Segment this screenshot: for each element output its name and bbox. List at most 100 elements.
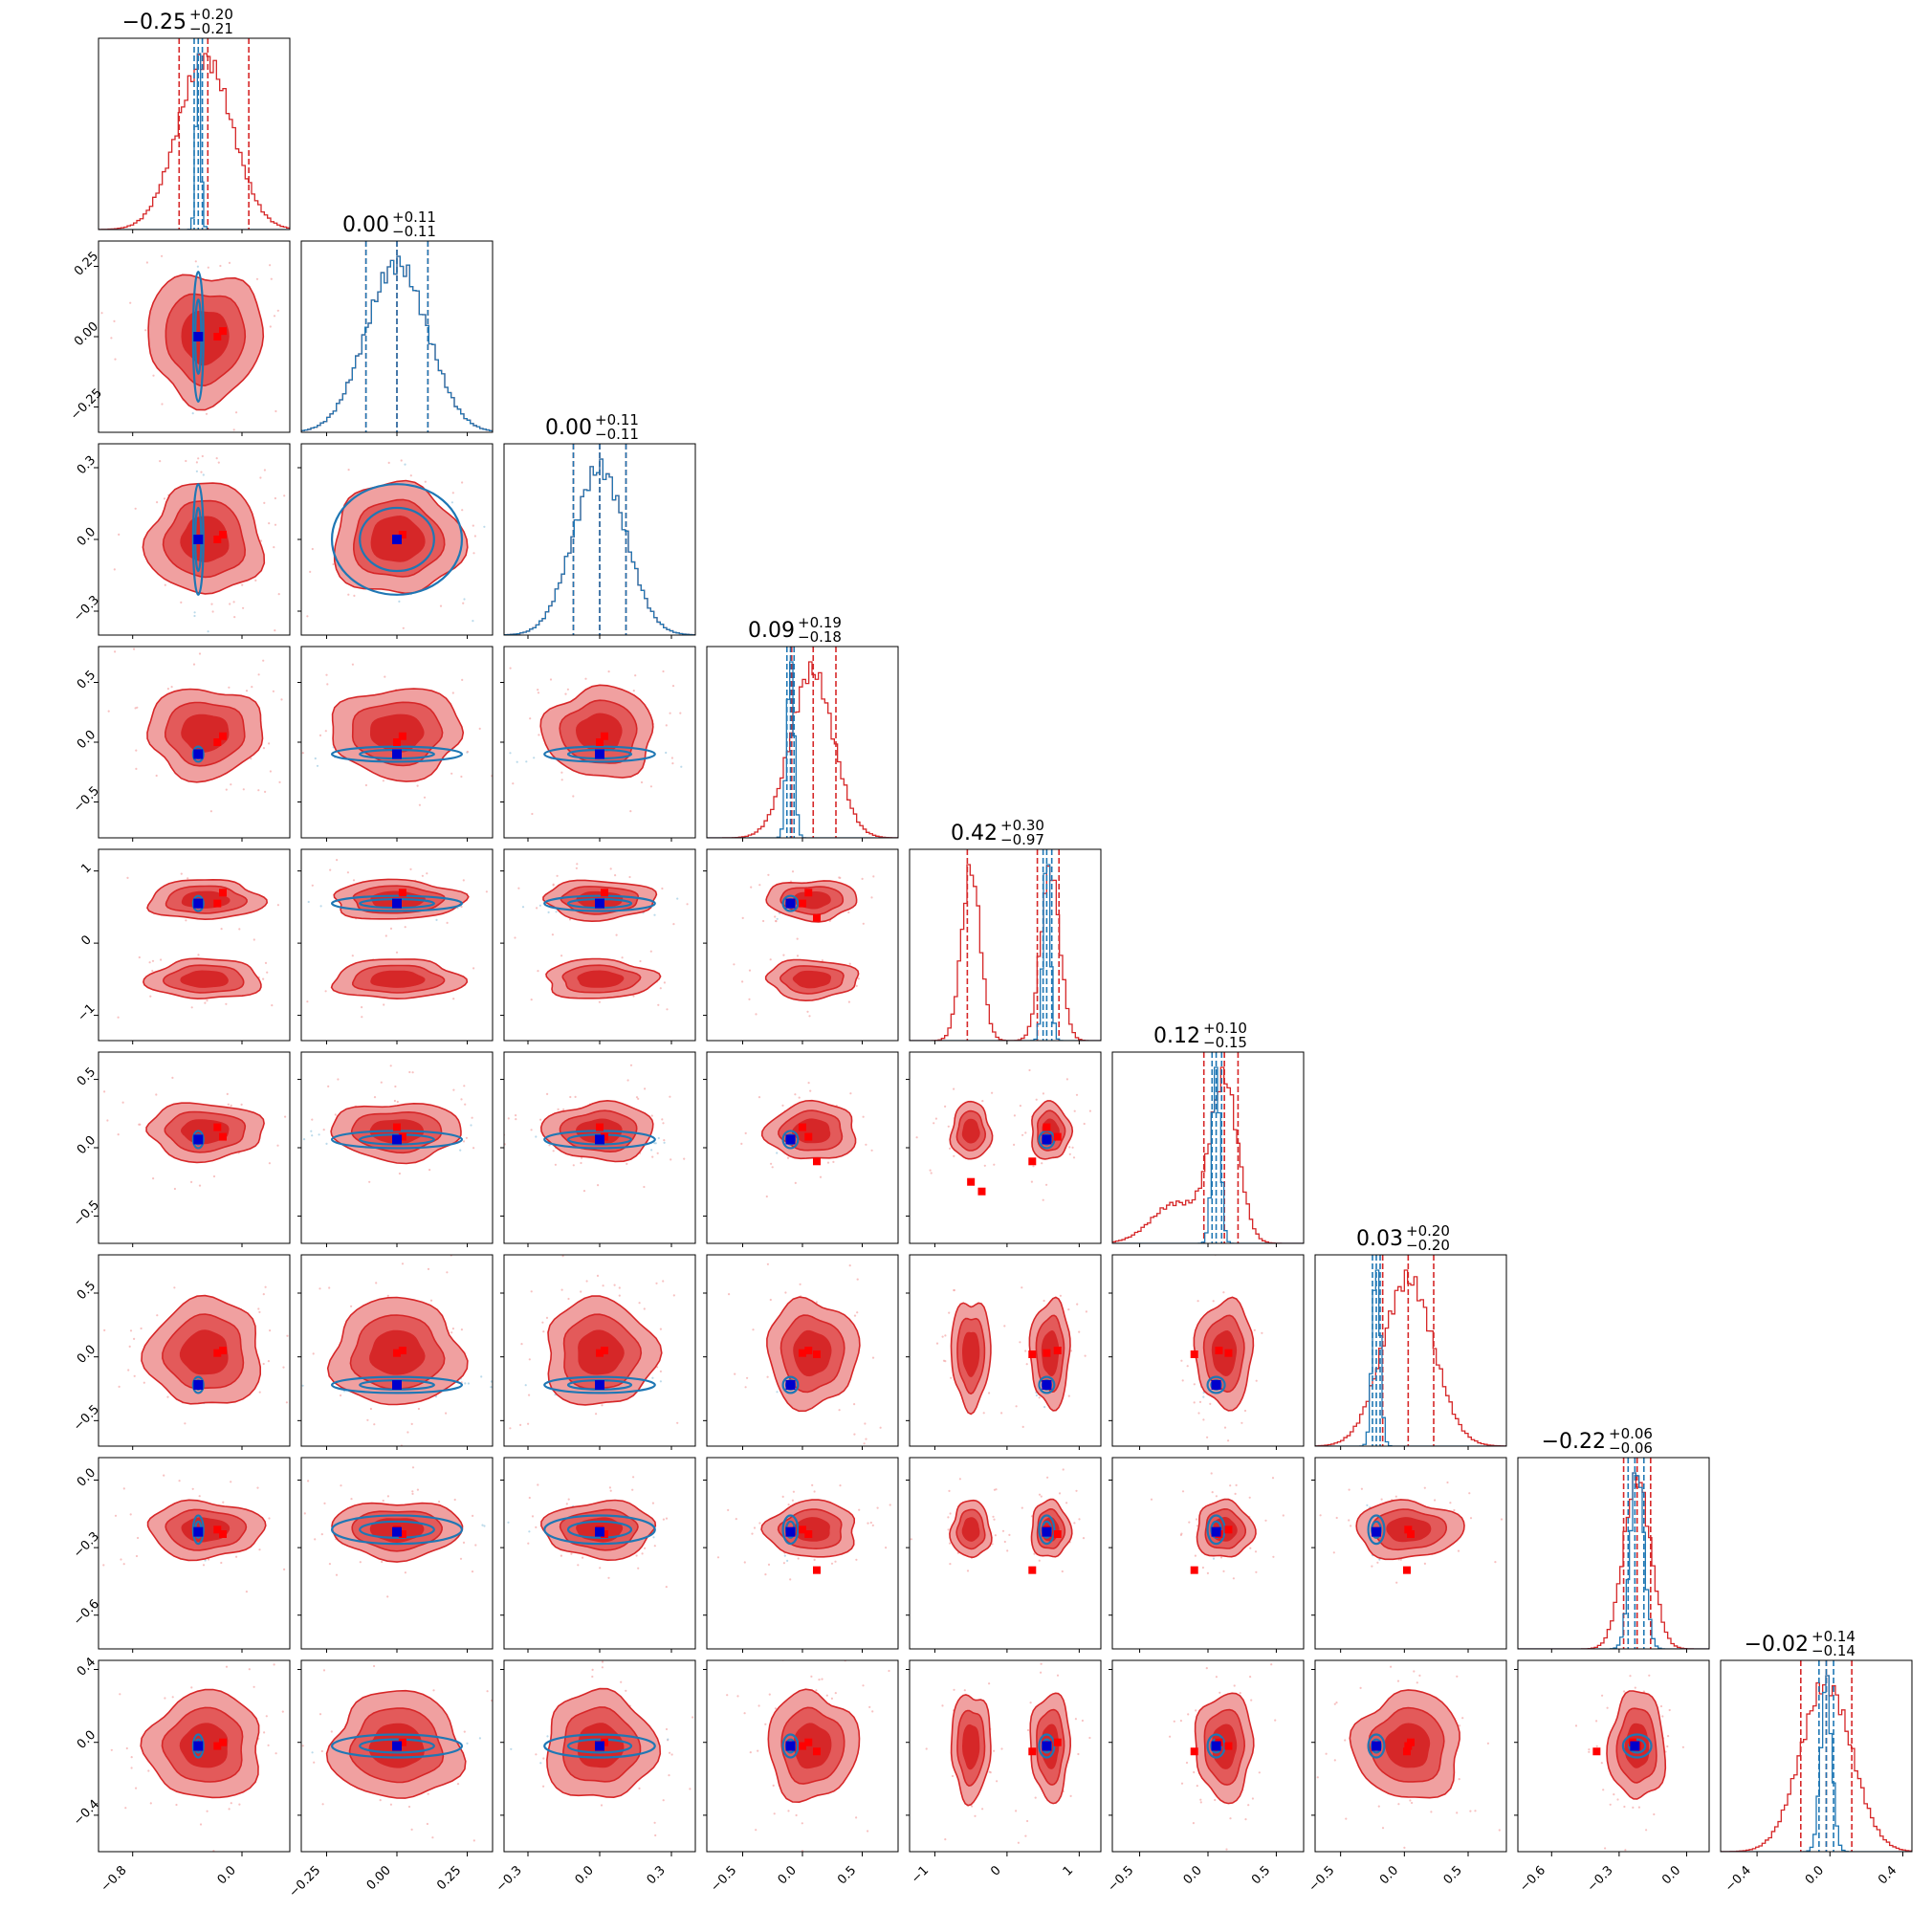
sample-point [1205, 1667, 1208, 1670]
sample-point [865, 1438, 867, 1440]
sample-point [381, 1560, 384, 1564]
sample-point [113, 319, 116, 322]
sample-point [206, 1810, 209, 1812]
sample-point [542, 1330, 545, 1333]
blue-contour-8-6-1 [1367, 1733, 1386, 1759]
sample-point [514, 936, 516, 939]
mode-marker [1053, 1738, 1062, 1746]
sample-point [733, 963, 735, 966]
sample-point [106, 1119, 109, 1122]
title-median-0: −0.25 [122, 11, 187, 34]
sample-point [758, 884, 761, 887]
sample-point [665, 1517, 669, 1520]
sample-point [548, 1144, 551, 1147]
sample-point [118, 1385, 121, 1388]
mode-marker [213, 333, 222, 340]
panel-frame-6-0 [98, 1254, 291, 1447]
sample-point [769, 1652, 771, 1654]
sample-point [1021, 1286, 1023, 1289]
sample-point [301, 1745, 304, 1747]
sample-point [1223, 1426, 1227, 1429]
sample-point [297, 492, 299, 494]
sample-point [149, 995, 152, 998]
sample-point [1456, 1675, 1459, 1678]
sample-point [151, 970, 154, 973]
sample-point [470, 1124, 472, 1127]
sample-point [316, 1007, 318, 1009]
sample-point [1214, 1798, 1217, 1802]
sample-point [312, 905, 314, 907]
mode-marker [1403, 1566, 1411, 1574]
sample-point [1202, 1418, 1205, 1421]
sample-point [296, 1514, 297, 1516]
sample-point [669, 1751, 671, 1754]
mode-marker [799, 1526, 806, 1534]
sample-point [1623, 1690, 1626, 1693]
title-median-6: 0.03 [1356, 1227, 1403, 1251]
sample-point [139, 1123, 142, 1126]
sample-point [1416, 1681, 1418, 1684]
sample-point [529, 548, 531, 550]
title-plus-6: +0.20 [1406, 1222, 1450, 1240]
blue-contour-4-1-1 [330, 894, 464, 912]
hist-panel-6 [1314, 1254, 1507, 1450]
sample-point [445, 1412, 448, 1415]
sample-point [474, 1544, 477, 1547]
sample-point [318, 1713, 322, 1716]
sample-point [1180, 1359, 1183, 1362]
sample-point [393, 1099, 396, 1103]
sample-point [949, 1512, 952, 1515]
panel-frame-4-2 [503, 848, 696, 1042]
sample-point [1240, 1421, 1243, 1424]
mode-marker [601, 732, 608, 740]
sample-point [1201, 1566, 1204, 1570]
sample-point [424, 1860, 426, 1862]
sample-point [145, 261, 148, 264]
sample-point [1038, 1396, 1041, 1399]
sample-point [334, 1113, 337, 1116]
sample-point [782, 954, 785, 956]
blue-contour-4-2-1 [543, 894, 656, 912]
sample-point [730, 1326, 732, 1328]
sample-point [663, 1139, 666, 1142]
sample-point [118, 533, 121, 537]
sample-point [1196, 1525, 1199, 1527]
sample-point [335, 1573, 339, 1576]
sample-point [166, 688, 169, 691]
sample-point [222, 1501, 225, 1504]
sample-point [1194, 1554, 1197, 1557]
sample-point [799, 1283, 801, 1285]
sample-point [524, 1384, 527, 1387]
mode-marker [813, 1747, 821, 1756]
sample-point [552, 884, 555, 887]
mode-marker [596, 1349, 604, 1357]
sample-point [1350, 1525, 1352, 1527]
sample-point [307, 1480, 310, 1482]
sample-point [276, 904, 279, 907]
sample-point [499, 1090, 501, 1092]
sample-point [1030, 1180, 1033, 1183]
sample-point [89, 759, 91, 761]
sample-point [180, 872, 183, 875]
sample-point [1637, 1806, 1640, 1809]
sample-point [384, 934, 387, 937]
mode-marker [804, 1347, 813, 1354]
sample-point [352, 879, 356, 882]
sample-point [770, 1162, 773, 1165]
sample-point [561, 1255, 564, 1258]
sample-point [461, 678, 464, 682]
mode-marker [213, 1123, 222, 1131]
sample-point [649, 950, 652, 953]
sample-point [1371, 1565, 1373, 1568]
sample-point [120, 1558, 122, 1561]
sample-point [1253, 1328, 1256, 1331]
mode-marker [1407, 1738, 1415, 1746]
sample-point [466, 1742, 469, 1745]
sample-point [495, 1528, 497, 1530]
sample-point [95, 1655, 97, 1657]
x-tick-label-4-0: −1 [909, 1863, 932, 1886]
truth-marker [392, 1134, 402, 1145]
sample-point [500, 764, 502, 766]
sample-point [601, 1404, 604, 1407]
